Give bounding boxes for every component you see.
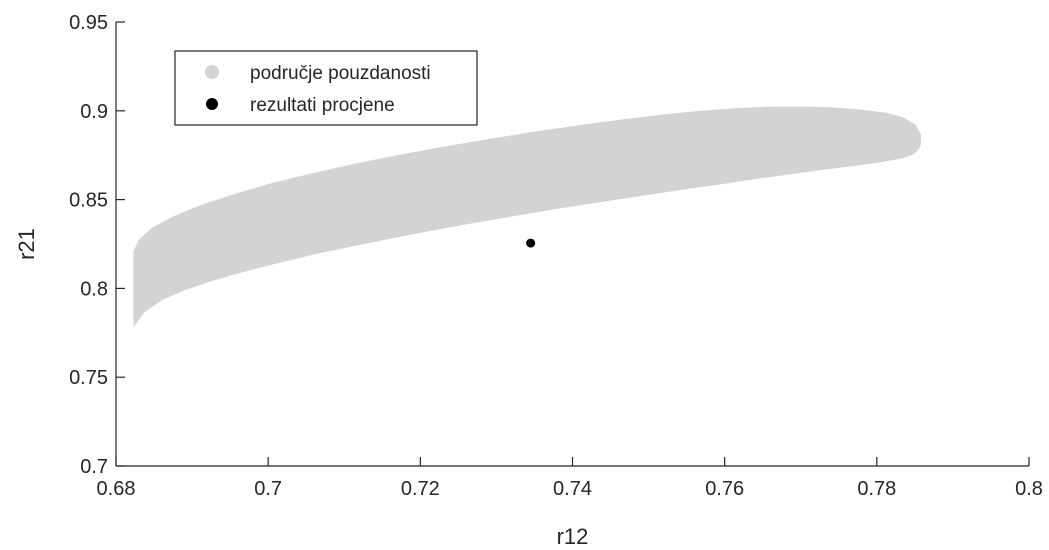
legend-marker-estimate <box>206 98 218 110</box>
x-tick-label: 0.8 <box>1015 478 1043 500</box>
legend-marker-region <box>205 65 219 79</box>
y-axis-label: r21 <box>14 228 39 260</box>
x-tick-label: 0.74 <box>553 478 592 500</box>
estimate-point <box>526 238 536 248</box>
x-axis-label: r12 <box>557 524 589 549</box>
legend-label-region: područje pouzdanosti <box>250 63 431 84</box>
y-tick-label: 0.7 <box>80 456 108 478</box>
legend-box <box>174 50 478 126</box>
y-tick-label: 0.9 <box>80 101 108 123</box>
y-tick-label: 0.75 <box>69 367 108 389</box>
x-tick-label: 0.72 <box>401 478 440 500</box>
y-ticks: 0.7 0.75 0.8 0.85 0.9 0.95 <box>69 12 125 478</box>
legend: područje pouzdanosti rezultati procjene <box>174 50 478 126</box>
legend-label-estimate: rezultati procjene <box>250 95 395 116</box>
x-ticks: 0.68 0.7 0.72 0.74 0.76 0.78 0.8 <box>97 457 1043 500</box>
x-tick-label: 0.78 <box>857 478 896 500</box>
y-tick-label: 0.85 <box>69 190 108 212</box>
x-tick-label: 0.76 <box>705 478 744 500</box>
y-tick-label: 0.95 <box>69 12 108 34</box>
x-tick-label: 0.7 <box>254 478 282 500</box>
confidence-region <box>133 106 921 328</box>
plot-area <box>133 106 921 328</box>
y-tick-label: 0.8 <box>80 278 108 300</box>
x-tick-label: 0.68 <box>97 478 136 500</box>
